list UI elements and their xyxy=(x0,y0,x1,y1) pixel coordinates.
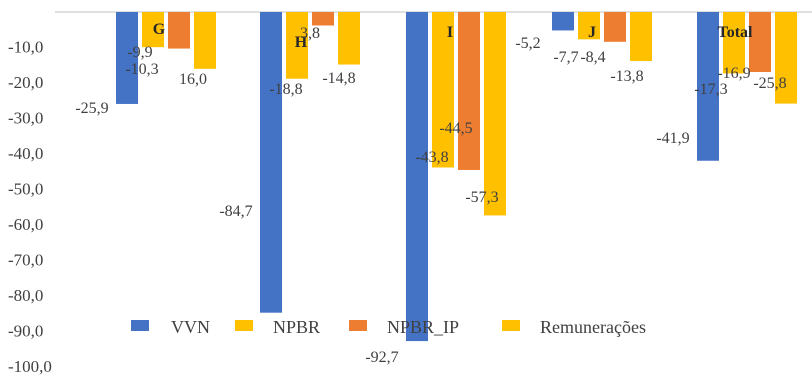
data-label: -43,8 xyxy=(415,149,448,166)
data-label: 3,8 xyxy=(300,25,320,42)
bar-remunerações-j xyxy=(630,12,652,61)
data-label: -16,9 xyxy=(717,65,750,82)
y-tick-label: -80,0 xyxy=(8,286,43,305)
data-label: -44,5 xyxy=(439,120,472,137)
data-label: -57,3 xyxy=(465,189,498,206)
data-label: -5,2 xyxy=(515,35,540,52)
bar-vvn-h xyxy=(260,12,282,313)
y-tick-label: -90,0 xyxy=(8,322,43,341)
category-label: I xyxy=(447,24,453,41)
data-label: -84,7 xyxy=(219,203,252,220)
y-tick-label: -30,0 xyxy=(8,109,43,128)
bar-npbr_ip-total xyxy=(749,12,771,72)
y-tick-label: -40,0 xyxy=(8,144,43,163)
data-label: -25,9 xyxy=(75,100,108,117)
legend-swatch-vvn xyxy=(131,320,149,331)
bar-npbr_ip-i xyxy=(458,12,480,170)
legend-swatch-remunerações xyxy=(502,320,520,331)
bar-npbr-h xyxy=(286,12,308,79)
bar-remunerações-i xyxy=(484,12,506,216)
category-label: J xyxy=(588,24,596,41)
bar-vvn-g xyxy=(116,12,138,104)
data-label: -41,9 xyxy=(656,130,689,147)
bar-npbr-i xyxy=(432,12,454,168)
bar-remunerações-total xyxy=(775,12,797,104)
data-label: -17,3 xyxy=(694,81,727,98)
y-tick-label: -10,0 xyxy=(8,38,43,57)
legend-label: NPBR xyxy=(273,317,320,337)
data-label: -92,7 xyxy=(365,349,398,366)
data-label: -7,7 xyxy=(553,49,578,66)
y-tick-label: -70,0 xyxy=(8,251,43,270)
bar-npbr_ip-h xyxy=(312,12,334,26)
legend-swatch-npbr xyxy=(235,320,253,331)
data-label: -8,4 xyxy=(580,49,605,66)
bar-npbr-total xyxy=(723,12,745,74)
legend-label: Remunerações xyxy=(540,317,646,337)
category-label: G xyxy=(153,21,166,38)
bar-vvn-j xyxy=(552,12,574,31)
bar-remunerações-g xyxy=(194,12,216,69)
data-label: -25,8 xyxy=(753,75,786,92)
bar-remunerações-h xyxy=(338,12,360,65)
y-tick-label: -60,0 xyxy=(8,215,43,234)
y-tick-label: -100,0 xyxy=(8,357,52,376)
data-label: -14,8 xyxy=(322,70,355,87)
category-label: H xyxy=(295,34,308,51)
data-label: 16,0 xyxy=(179,71,207,88)
y-tick-label: -50,0 xyxy=(8,180,43,199)
bar-npbr_ip-j xyxy=(604,12,626,42)
y-tick-label: -20,0 xyxy=(8,73,43,92)
data-label: -9,9 xyxy=(127,44,152,61)
data-label: -13,8 xyxy=(610,68,643,85)
legend-swatch-npbr_ip xyxy=(349,320,367,331)
bar-npbr-g xyxy=(142,12,164,48)
legend-label: NPBR_IP xyxy=(387,317,459,337)
category-label: Total xyxy=(718,24,754,41)
bar-vvn-total xyxy=(697,12,719,161)
bar-npbr_ip-g xyxy=(168,12,190,49)
legend-label: VVN xyxy=(171,317,210,337)
bar-vvn-i xyxy=(406,12,428,342)
data-label: -10,3 xyxy=(125,61,158,78)
bar-npbr-j xyxy=(578,12,600,40)
data-label: -18,8 xyxy=(269,81,302,98)
